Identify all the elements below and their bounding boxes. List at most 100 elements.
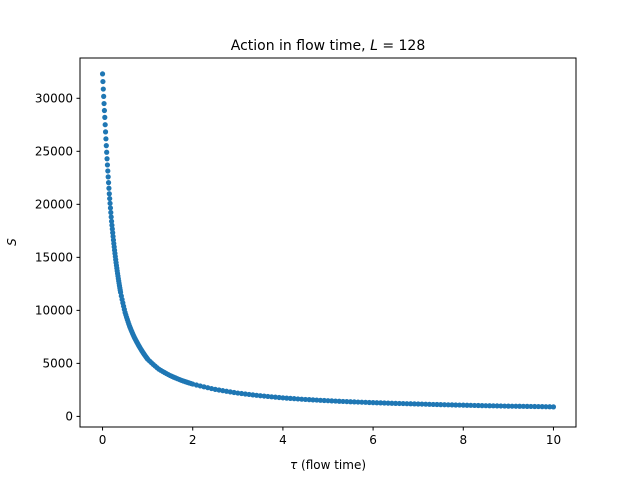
chart-title: Action in flow time, L = 128 [231, 38, 426, 54]
data-point-fill [404, 401, 410, 407]
data-point-fill [106, 185, 112, 191]
data-point-fill [246, 391, 252, 398]
data-point-fill [261, 393, 267, 399]
data-point-fill [411, 401, 418, 407]
data-points [99, 71, 557, 410]
data-point-fill [108, 209, 114, 216]
data-point-fill [453, 402, 459, 408]
data-point-fill [284, 395, 290, 401]
data-point-fill [486, 403, 493, 409]
data-point-fill [378, 400, 384, 406]
data-point [393, 400, 399, 406]
data-point-fill [434, 401, 440, 408]
data-point-fill [502, 403, 508, 409]
x-tick-label: 6 [369, 433, 377, 447]
y-tick-label: 5000 [42, 356, 73, 370]
data-point-fill [105, 168, 111, 174]
data-point-fill [329, 398, 335, 404]
data-point-fill [543, 404, 549, 410]
data-point-fill [103, 136, 109, 142]
data-point-fill [272, 394, 278, 400]
data-point [483, 403, 489, 409]
data-point-fill [104, 162, 111, 168]
data-point-fill [109, 222, 115, 228]
data-point-fill [109, 226, 115, 232]
data-point-fill [468, 402, 474, 408]
data-point [104, 156, 110, 162]
data-point-fill [351, 399, 357, 405]
data-point-fill [479, 403, 485, 409]
data-point-fill [389, 400, 395, 406]
data-point-fill [295, 396, 301, 402]
data-point [108, 218, 115, 224]
data-point-fill [423, 401, 429, 407]
chart-title-main: Action in flow time, [231, 38, 370, 54]
y-tick-label: 25000 [35, 144, 73, 158]
data-point-fill [539, 404, 545, 410]
data-point [280, 395, 286, 401]
data-point-fill [102, 129, 109, 135]
data-point-fill [520, 403, 526, 409]
x-axis-label: τ (flow time) [290, 458, 366, 472]
data-point-fill [101, 107, 108, 114]
data-point [550, 404, 557, 410]
data-point-fill [101, 100, 107, 107]
data-point [99, 71, 106, 77]
data-point-fill [359, 399, 365, 405]
data-point [347, 399, 354, 405]
chart-title-var: L [370, 38, 378, 54]
data-point-fill [494, 403, 500, 409]
data-point-fill [107, 195, 113, 202]
data-point-fill [535, 403, 542, 410]
data-point-fill [456, 402, 463, 408]
data-point [460, 402, 466, 408]
data-point-fill [254, 392, 260, 398]
data-point-fill [103, 143, 109, 149]
y-tick-label: 15000 [35, 250, 73, 264]
data-point-fill [381, 400, 387, 406]
data-point-fill [445, 402, 451, 408]
data-point [438, 402, 444, 408]
data-point-fill [105, 174, 111, 180]
data-point-fill [340, 398, 346, 405]
data-point-fill [449, 402, 455, 408]
data-point [106, 191, 112, 197]
data-point-fill [105, 180, 112, 186]
data-point-fill [517, 403, 523, 409]
x-axis-label-var: τ [290, 458, 298, 472]
data-point-fill [344, 398, 350, 405]
data-point-fill [317, 397, 324, 403]
data-point-fill [464, 402, 470, 408]
y-tick-label: 0 [65, 409, 73, 423]
data-point-fill [265, 393, 271, 400]
data-point-fill [336, 398, 342, 404]
data-point [257, 393, 263, 399]
data-point-fill [490, 403, 496, 409]
data-point-fill [276, 394, 282, 401]
data-point-fill [396, 400, 402, 407]
data-point-fill [310, 397, 316, 403]
data-point-fill [471, 402, 478, 409]
data-point-fill [524, 403, 530, 409]
data-point-fill [355, 399, 361, 405]
data-point [370, 400, 376, 406]
data-point-fill [287, 395, 294, 401]
data-point [102, 114, 108, 120]
data-point-fill [419, 401, 425, 407]
plot-frame [79, 57, 577, 428]
x-tick-label: 4 [279, 433, 287, 447]
y-tick-label: 20000 [35, 197, 73, 211]
data-point-fill [250, 392, 256, 398]
data-point-fill [374, 400, 380, 406]
data-point-fill [498, 403, 504, 409]
data-point-fill [385, 400, 391, 406]
data-point-fill [101, 93, 107, 99]
data-point-fill [362, 399, 369, 405]
data-point-fill [332, 398, 339, 404]
y-axis-ticks: 0 5000 10000 15000 20000 25000 30000 [35, 91, 80, 423]
data-point [302, 396, 309, 403]
data-point [528, 403, 534, 410]
data-point-fill [269, 394, 275, 400]
